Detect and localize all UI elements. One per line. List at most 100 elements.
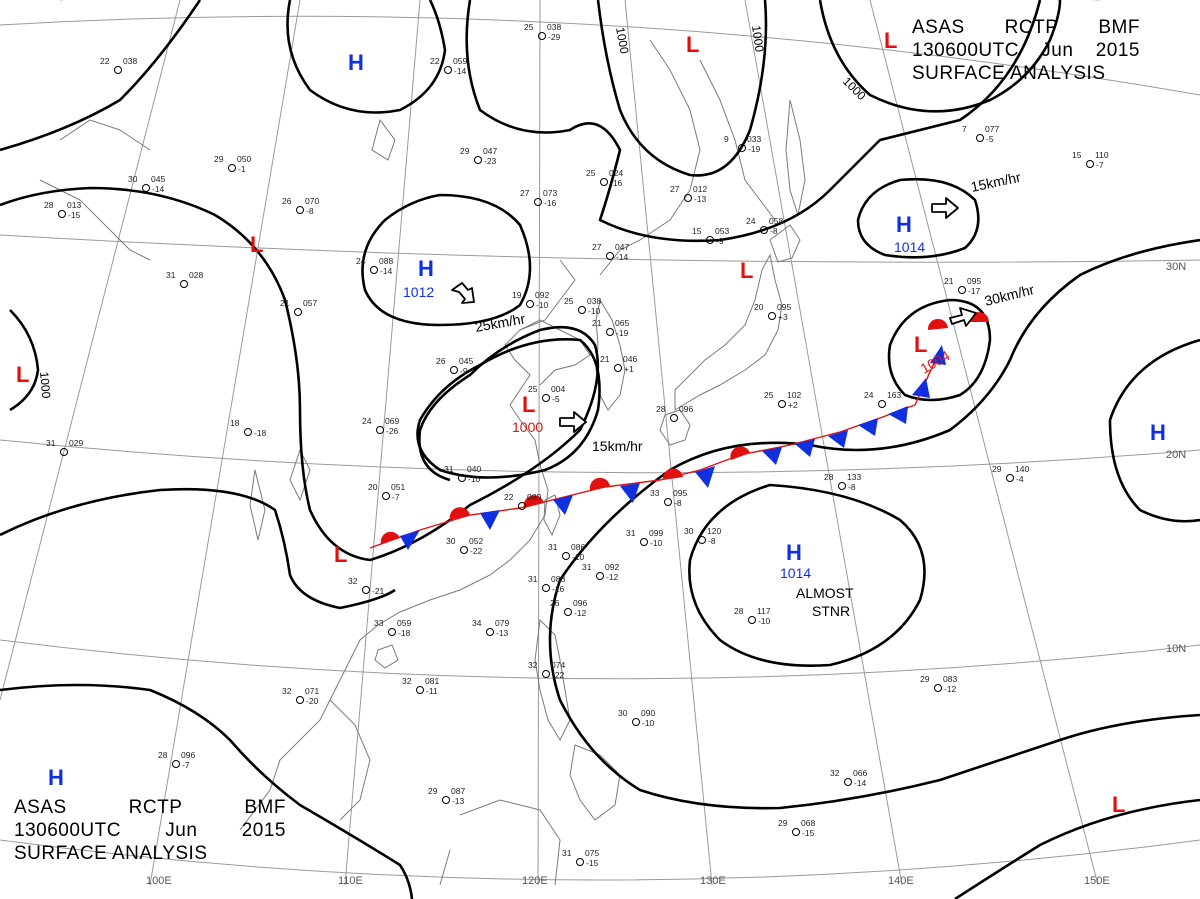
- station-plot: 22 080: [504, 492, 541, 510]
- station-pressure: 047: [483, 146, 497, 156]
- station-pressure: 088: [551, 574, 565, 584]
- station-tendency: -10: [758, 616, 771, 626]
- warm-bump: [449, 507, 470, 520]
- station-temp: 22: [100, 56, 110, 66]
- station-plot: 31 092-12: [582, 562, 619, 582]
- station-plot: 29 047-23: [460, 146, 497, 166]
- title-product-name: SURFACE ANALYSIS: [14, 843, 208, 864]
- station-plot: 30 090-10: [618, 708, 655, 728]
- station-temp: 31: [626, 528, 636, 538]
- station-plot: 22 059-14: [430, 56, 467, 76]
- station-plot: 24 088-14: [356, 256, 393, 276]
- title-year: 2015: [241, 820, 286, 841]
- grid-labels: 100E 110E 120E 130E 140E 150E 30N 20N 10…: [146, 261, 1186, 887]
- station-temp: 21: [944, 276, 954, 286]
- station-plot: 26 045-9: [436, 356, 473, 376]
- station-pressure: 045: [459, 356, 473, 366]
- station-circle: [296, 206, 304, 214]
- label-130e: 130E: [700, 875, 726, 887]
- station-tendency: -23: [484, 156, 497, 166]
- station-plot: 21 065-19: [592, 318, 629, 338]
- station-circle: [450, 366, 458, 374]
- station-circle: [486, 628, 494, 636]
- station-pressure: 038: [123, 56, 137, 66]
- station-plot: 20 051-7: [368, 482, 405, 502]
- motion-arrow-yellow-sea: [559, 411, 587, 433]
- low-center-ne-corner: L: [884, 28, 897, 53]
- station-tendency: -14: [854, 778, 867, 788]
- motion-arrow-ne-high: [931, 197, 959, 219]
- coastline-indochina: [239, 659, 371, 831]
- station-tendency: -13: [694, 194, 707, 204]
- station-circle: [296, 696, 304, 704]
- station-tendency: -10: [536, 300, 549, 310]
- label-140e: 140E: [888, 875, 914, 887]
- station-circle: [442, 796, 450, 804]
- station-plot: 27 073-16: [520, 188, 557, 208]
- station-plot: 26 070-8: [282, 196, 319, 216]
- station-circle: [518, 502, 526, 510]
- station-pressure: 046: [623, 354, 637, 364]
- stnr-label: STNR: [812, 603, 850, 619]
- title-time: 130600UTC: [912, 40, 1019, 61]
- station-circle: [60, 448, 68, 456]
- label-150e: 150E: [1084, 875, 1110, 887]
- isobar-ne-ring: [818, 0, 1062, 113]
- high-center-central: H: [418, 256, 434, 281]
- station-temp: 31: [444, 464, 454, 474]
- station-circle: [640, 538, 648, 546]
- station-tendency: -18: [254, 428, 267, 438]
- station-pressure: 029: [69, 438, 83, 448]
- station-plot: 15 053-9: [692, 226, 729, 246]
- high-center-sw: H: [48, 765, 64, 790]
- station-plot: 29 068-15: [778, 818, 815, 838]
- station-temp: 24: [746, 216, 756, 226]
- coastline-borneo: [439, 799, 561, 886]
- motion-arrows: [451, 197, 977, 433]
- label-100e: 100E: [146, 875, 172, 887]
- label-120e: 120E: [522, 875, 548, 887]
- station-temp: 27: [592, 242, 602, 252]
- station-temp: 26: [550, 598, 560, 608]
- station-plot: 21 057: [280, 298, 317, 316]
- meridian-140e: [744, 0, 903, 886]
- station-plot: 24 069-26: [362, 416, 399, 436]
- station-circle: [670, 414, 678, 422]
- station-pressure: 088: [379, 256, 393, 266]
- station-circle: [760, 226, 768, 234]
- station-pressure: 102: [787, 390, 801, 400]
- title-year: 2015: [1095, 40, 1140, 61]
- station-circle: [474, 156, 482, 164]
- station-tendency: -15: [68, 210, 81, 220]
- station-plot: 29 140-4: [992, 464, 1029, 484]
- title-product: BMF: [244, 797, 286, 818]
- motion-arrow-japan-low: [949, 307, 977, 327]
- isobar-japan-low: [887, 298, 992, 402]
- station-tendency: -11: [426, 686, 438, 696]
- station-temp: 29: [992, 464, 1002, 474]
- station-circle: [606, 328, 614, 336]
- parallel-40n: [0, 15, 1200, 96]
- station-tendency: -8: [306, 206, 314, 216]
- station-temp: 9: [724, 134, 729, 144]
- station-tendency: -14: [616, 252, 629, 262]
- station-pressure: 047: [615, 242, 629, 252]
- station-temp: 26: [282, 196, 292, 206]
- station-tendency: -10: [468, 474, 481, 484]
- station-temp: 29: [778, 818, 788, 828]
- station-pressure: 052: [469, 536, 483, 546]
- station-pressure: 095: [967, 276, 981, 286]
- station-plot: 31 028: [166, 270, 203, 288]
- coastline-taiwan: [543, 494, 561, 537]
- parallel-20n: [0, 439, 1200, 474]
- station-plot: 34 079-13: [472, 618, 509, 638]
- coastline-india-bay: [39, 119, 151, 261]
- station-pressure: 133: [847, 472, 861, 482]
- station-circle: [706, 236, 714, 244]
- station-tendency: +2: [788, 400, 798, 410]
- title-row-2: 130600UTC Jun 2015: [14, 819, 286, 842]
- station-temp: 24: [864, 390, 874, 400]
- station-temp: 25: [764, 390, 774, 400]
- high-value-pacific: 1014: [780, 565, 811, 581]
- station-pressure: 163: [887, 390, 901, 400]
